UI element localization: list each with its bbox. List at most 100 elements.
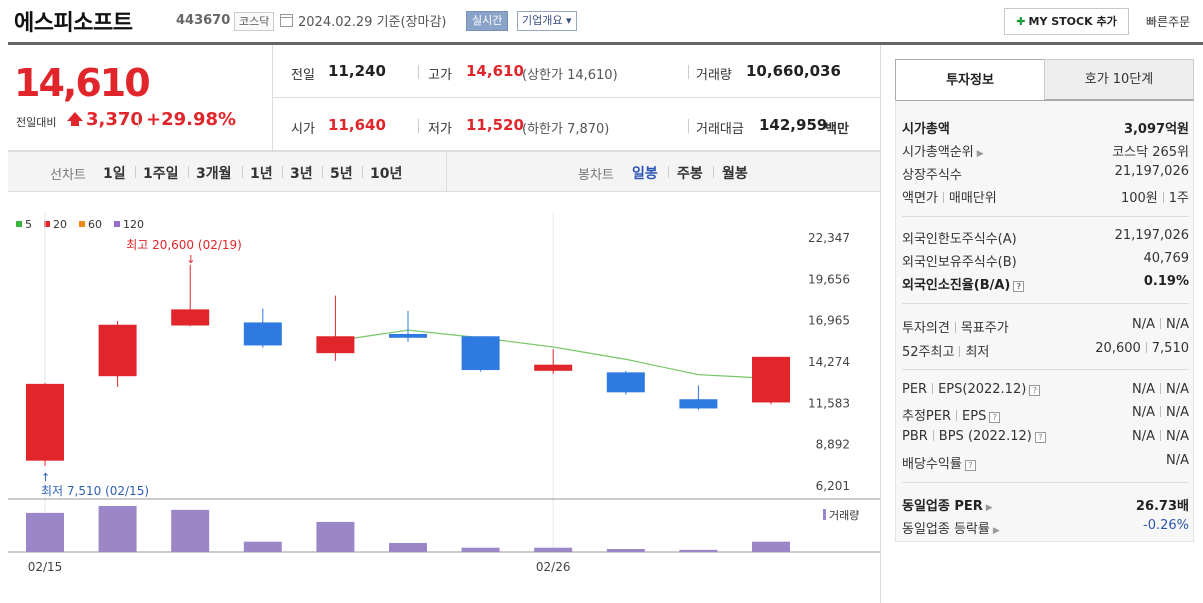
period-1d[interactable]: 1일: [103, 166, 126, 182]
toolbar-separator: [282, 166, 283, 178]
candle-body: [461, 336, 500, 371]
change-percent: +29.98%: [146, 109, 237, 130]
amount-label: 거래대금: [696, 122, 744, 137]
period-3y[interactable]: 3년: [290, 166, 313, 182]
volume-bar: [389, 542, 427, 552]
low-arrow-icon: ↑: [41, 471, 50, 484]
volume-legend-label: 거래량: [829, 509, 859, 522]
pbr-bps-row: PBR BPS (2022.12)? N/A N/A: [902, 427, 1189, 449]
market-cap-rank-row[interactable]: 시가총액순위 ▶ 코스닥 265위: [902, 139, 1189, 161]
foreign-hold-value: 40,769: [1143, 251, 1190, 266]
volume-bar: [98, 506, 137, 552]
period-1w[interactable]: 1주일: [143, 166, 179, 182]
change-label: 전일대비: [16, 116, 57, 129]
tab-order-book[interactable]: 호가 10단계: [1044, 59, 1194, 100]
volume-bar: [679, 549, 718, 552]
volume-legend-swatch: [823, 509, 826, 520]
period-3m[interactable]: 3개월: [196, 166, 232, 182]
par-value: 100원: [1120, 191, 1158, 206]
sector-rate-row[interactable]: 동일업종 등락률 ▶ -0.26%: [902, 516, 1189, 538]
quote-separator: [688, 119, 689, 133]
row-separator: [942, 192, 944, 203]
row-separator: [1160, 430, 1161, 441]
toolbar-separator: [668, 166, 669, 178]
line-chart-label: 선차트: [50, 168, 86, 183]
section-divider: [902, 303, 1189, 304]
row-separator: [956, 410, 958, 421]
realtime-button[interactable]: 실시간: [466, 11, 509, 31]
quick-order-link[interactable]: 빠른주문: [1146, 15, 1191, 29]
toolbar-separator: [713, 166, 714, 178]
company-info-dropdown[interactable]: 기업개요 ▾: [517, 11, 577, 31]
volume-bar: [534, 547, 573, 552]
period-10y[interactable]: 10년: [370, 166, 403, 182]
help-icon[interactable]: ?: [1034, 432, 1046, 443]
volume-bar: [171, 509, 210, 552]
amount-value: 142,959: [759, 116, 828, 134]
dividend-label: 배당수익률: [902, 457, 962, 472]
add-mystock-label: MY STOCK 추가: [1028, 15, 1117, 28]
candlestick-chart: 5 20 60 120 22,347 19,656 16,965 14,274 11,583 8,…: [8, 212, 880, 574]
quote-separator: [418, 119, 419, 133]
est-per-row: 추정PER EPS? N/A N/A: [902, 403, 1189, 425]
stock-header: 에스피소프트 443670 코스닥 2024.02.29 기준(장마감) 실시간…: [0, 0, 1203, 43]
target-value: N/A: [1166, 317, 1189, 332]
foreign-limit-value: 21,197,026: [1114, 228, 1189, 243]
period-1y[interactable]: 1년: [250, 166, 273, 182]
quote-separator: [688, 65, 689, 79]
volume-bar: [752, 541, 790, 552]
volume-bar: [26, 512, 64, 552]
row-separator: [1162, 192, 1164, 203]
high-label: 고가: [428, 68, 452, 83]
help-icon[interactable]: ?: [964, 460, 976, 471]
volume-value: 10,660,036: [746, 62, 841, 80]
row-separator: [1145, 342, 1147, 353]
section-divider: [902, 369, 1189, 370]
prev-close-value: 11,240: [328, 62, 386, 80]
w52-low-value: 7,510: [1151, 341, 1189, 356]
sector-per-label: 동일업종 PER: [902, 499, 983, 514]
toolbar-separator: [242, 166, 243, 178]
candle-weekly[interactable]: 주봉: [677, 166, 703, 182]
open-label: 시가: [291, 122, 315, 137]
high-annotation: 최고 20,600 (02/19): [126, 238, 242, 252]
y-tick-label: 11,583: [808, 396, 850, 410]
tab-investment-info[interactable]: 투자정보: [895, 59, 1045, 100]
row-separator: [932, 430, 934, 441]
volume-bar: [606, 548, 645, 552]
row-separator: [1160, 406, 1161, 417]
open-value: 11,640: [328, 116, 386, 134]
toolbar-separator: [322, 166, 323, 178]
row-separator: [1160, 383, 1161, 394]
toolbar-separator: [362, 166, 363, 178]
toolbar-divider: [446, 152, 447, 192]
prev-close-label: 전일: [291, 68, 315, 83]
section-divider: [902, 482, 1189, 483]
unit-value: 1주: [1168, 191, 1189, 206]
market-cap-label: 시가총액: [902, 122, 950, 137]
quote-row-divider: [272, 97, 880, 98]
add-mystock-button[interactable]: ✚ MY STOCK 추가: [1004, 8, 1129, 35]
legend-swatch-60: [79, 221, 85, 227]
shares-row: 상장주식수 21,197,026: [902, 162, 1189, 184]
candle-body: [171, 309, 210, 326]
volume-label: 거래량: [696, 68, 732, 83]
candle-chart-label: 봉차트: [578, 168, 614, 183]
help-icon[interactable]: ?: [1029, 385, 1041, 396]
help-icon[interactable]: ?: [1013, 281, 1025, 292]
chart-toolbar: 선차트 1일 1주일 3개월 1년 3년 5년 10년 봉차트 일봉 주봉 월봉: [8, 151, 880, 192]
foreign-limit-row: 외국인한도주식수(A) 21,197,026: [902, 226, 1189, 248]
period-5y[interactable]: 5년: [330, 166, 353, 182]
sector-per-row[interactable]: 동일업종 PER ▶ 26.73배: [902, 493, 1189, 515]
row-separator: [932, 383, 934, 394]
candle-daily[interactable]: 일봉: [632, 166, 658, 182]
y-tick-label: 16,965: [808, 314, 850, 328]
amount-unit: 백만: [825, 122, 849, 137]
high-value: 14,610: [466, 62, 524, 80]
chevron-right-icon: ▶: [985, 503, 993, 513]
candle-body: [534, 364, 573, 371]
help-icon[interactable]: ?: [989, 412, 1001, 423]
foreign-rate-value: 0.19%: [1143, 274, 1189, 289]
low-label: 저가: [428, 122, 452, 137]
candle-monthly[interactable]: 월봉: [722, 166, 748, 182]
